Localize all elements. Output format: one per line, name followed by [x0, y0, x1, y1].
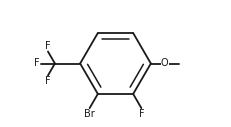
Text: F: F [45, 76, 51, 86]
Text: F: F [45, 41, 51, 51]
Text: F: F [139, 109, 145, 119]
Text: F: F [34, 59, 40, 68]
Text: O: O [161, 59, 169, 68]
Text: Br: Br [84, 109, 94, 119]
